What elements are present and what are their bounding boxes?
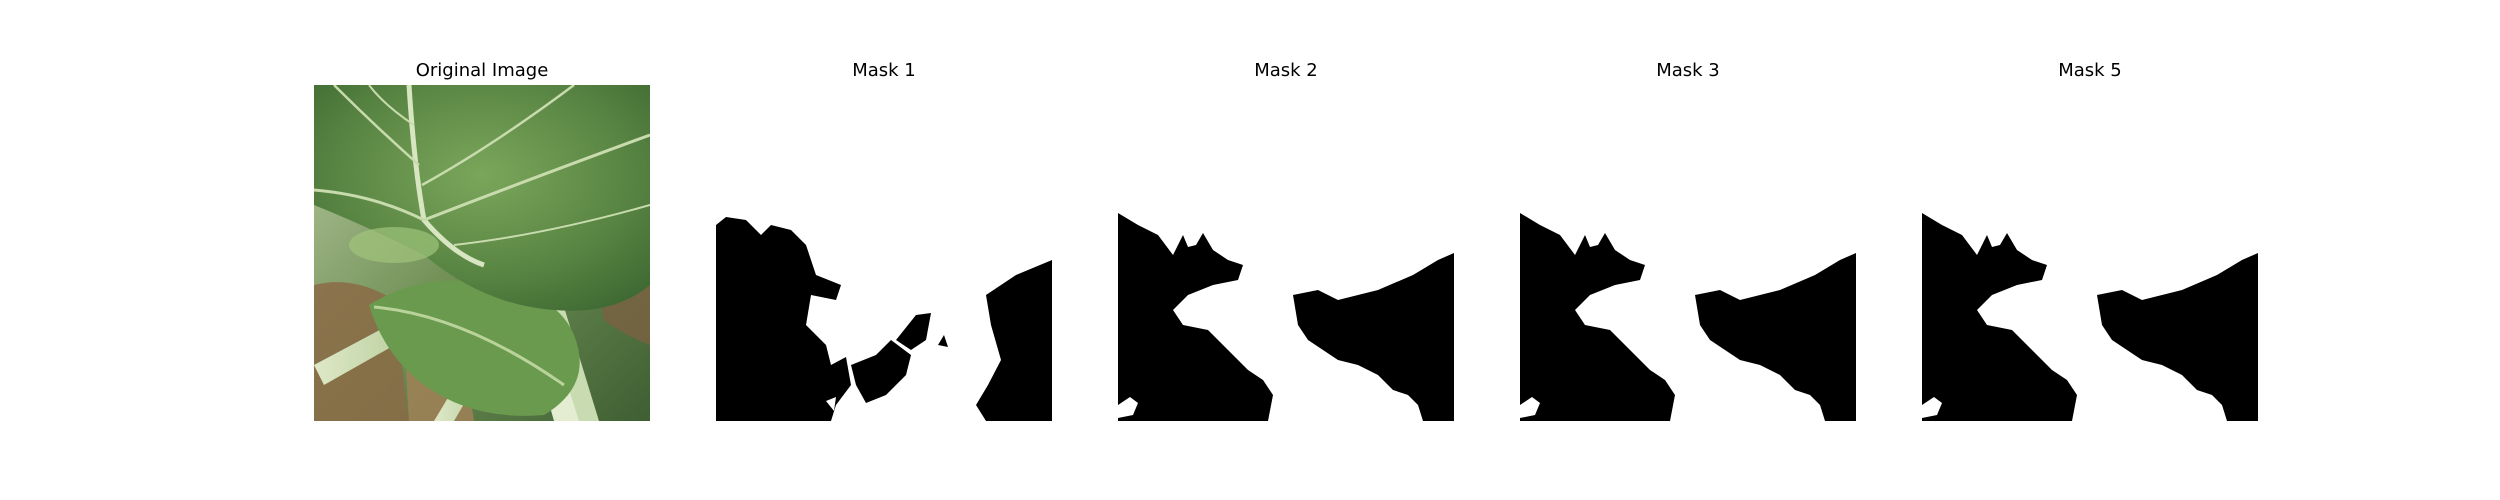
panel-title: Mask 1 — [852, 60, 916, 81]
mask-1-image — [716, 85, 1052, 421]
panel-title: Mask 2 — [1254, 60, 1318, 81]
panel-title: Original Image — [415, 60, 549, 81]
original-leaf-photo — [314, 85, 650, 421]
panel-title: Mask 5 — [2058, 60, 2122, 81]
mask-2-image — [1118, 85, 1454, 421]
mask-3-image — [1520, 85, 1856, 421]
mask-5-image — [1922, 85, 2258, 421]
panel-title: Mask 3 — [1656, 60, 1720, 81]
